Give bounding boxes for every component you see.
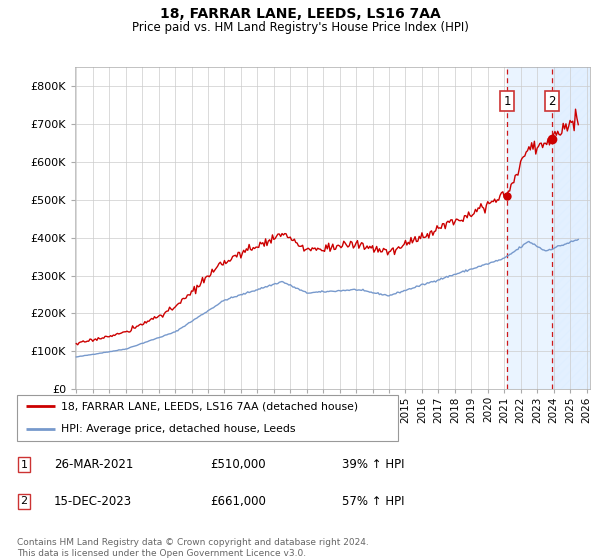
Bar	[552, 67, 590, 389]
Text: Price paid vs. HM Land Registry's House Price Index (HPI): Price paid vs. HM Land Registry's House …	[131, 21, 469, 34]
Text: £510,000: £510,000	[210, 458, 266, 472]
Bar	[507, 67, 590, 389]
Text: 57% ↑ HPI: 57% ↑ HPI	[342, 494, 404, 508]
Text: 15-DEC-2023: 15-DEC-2023	[54, 494, 132, 508]
Text: 18, FARRAR LANE, LEEDS, LS16 7AA (detached house): 18, FARRAR LANE, LEEDS, LS16 7AA (detach…	[61, 402, 358, 411]
Text: 1: 1	[503, 95, 511, 108]
Text: 2: 2	[548, 95, 556, 108]
Text: 26-MAR-2021: 26-MAR-2021	[54, 458, 133, 472]
Text: 1: 1	[20, 460, 28, 470]
Text: HPI: Average price, detached house, Leeds: HPI: Average price, detached house, Leed…	[61, 424, 295, 434]
Text: £661,000: £661,000	[210, 494, 266, 508]
Text: 2: 2	[20, 496, 28, 506]
Text: 18, FARRAR LANE, LEEDS, LS16 7AA: 18, FARRAR LANE, LEEDS, LS16 7AA	[160, 7, 440, 21]
Text: Contains HM Land Registry data © Crown copyright and database right 2024.
This d: Contains HM Land Registry data © Crown c…	[17, 538, 368, 558]
Text: 39% ↑ HPI: 39% ↑ HPI	[342, 458, 404, 472]
